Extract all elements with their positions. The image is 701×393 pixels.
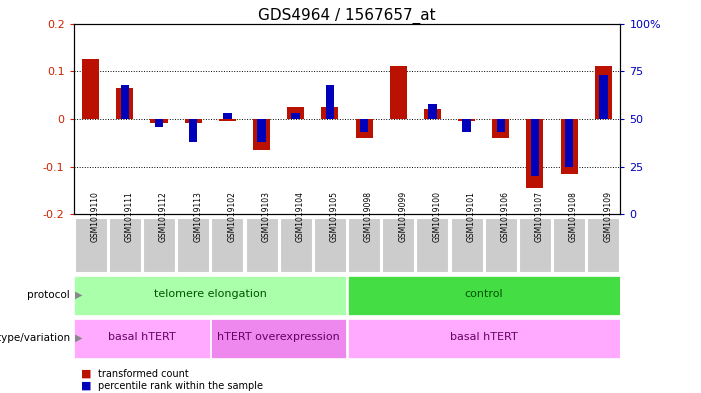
Bar bbox=[75, 218, 107, 272]
Bar bbox=[360, 119, 368, 132]
Bar bbox=[257, 119, 266, 142]
Bar bbox=[599, 75, 608, 119]
Text: basal hTERT: basal hTERT bbox=[450, 332, 517, 342]
Text: GSM1019104: GSM1019104 bbox=[296, 191, 305, 242]
Bar bbox=[177, 218, 209, 272]
Text: protocol: protocol bbox=[27, 290, 70, 300]
Text: GSM1019102: GSM1019102 bbox=[227, 191, 236, 242]
Bar bbox=[189, 119, 198, 142]
Text: GSM1019101: GSM1019101 bbox=[467, 191, 475, 242]
Text: percentile rank within the sample: percentile rank within the sample bbox=[98, 381, 263, 391]
Bar bbox=[565, 119, 573, 167]
Text: ■: ■ bbox=[81, 369, 91, 379]
Bar bbox=[245, 218, 278, 272]
Bar bbox=[292, 113, 300, 119]
Bar bbox=[82, 59, 100, 119]
Bar bbox=[223, 113, 231, 119]
Bar bbox=[519, 218, 551, 272]
Text: ▶: ▶ bbox=[75, 333, 83, 343]
Bar bbox=[211, 319, 346, 358]
Bar bbox=[155, 119, 163, 127]
Text: GSM1019100: GSM1019100 bbox=[433, 191, 442, 242]
Text: genotype/variation: genotype/variation bbox=[0, 333, 70, 343]
Bar bbox=[463, 119, 471, 132]
Text: GSM1019099: GSM1019099 bbox=[398, 191, 407, 242]
Bar bbox=[151, 119, 168, 123]
Bar bbox=[74, 276, 346, 315]
Text: GSM1019111: GSM1019111 bbox=[125, 191, 134, 242]
Text: GSM1019113: GSM1019113 bbox=[193, 191, 202, 242]
Bar bbox=[355, 119, 373, 138]
Bar bbox=[451, 218, 482, 272]
Bar bbox=[382, 218, 414, 272]
Text: GSM1019106: GSM1019106 bbox=[501, 191, 510, 242]
Bar bbox=[348, 218, 380, 272]
Bar bbox=[212, 218, 243, 272]
Bar bbox=[561, 119, 578, 174]
Text: GSM1019107: GSM1019107 bbox=[535, 191, 544, 242]
Bar bbox=[390, 66, 407, 119]
Text: GSM1019109: GSM1019109 bbox=[604, 191, 612, 242]
Bar bbox=[143, 218, 175, 272]
Text: GSM1019103: GSM1019103 bbox=[261, 191, 271, 242]
Text: GSM1019112: GSM1019112 bbox=[159, 191, 168, 242]
Text: GSM1019110: GSM1019110 bbox=[90, 191, 100, 242]
Bar bbox=[428, 104, 437, 119]
Bar bbox=[348, 276, 620, 315]
Bar bbox=[416, 218, 449, 272]
Text: ■: ■ bbox=[81, 381, 91, 391]
Bar bbox=[219, 119, 236, 121]
Bar bbox=[594, 66, 612, 119]
Text: GSM1019108: GSM1019108 bbox=[569, 191, 578, 242]
Bar bbox=[553, 218, 585, 272]
Text: GSM1019098: GSM1019098 bbox=[364, 191, 373, 242]
Text: basal hTERT: basal hTERT bbox=[108, 332, 176, 342]
Bar bbox=[184, 119, 202, 123]
Bar bbox=[496, 119, 505, 132]
Text: GSM1019105: GSM1019105 bbox=[330, 191, 339, 242]
Bar bbox=[314, 218, 346, 272]
Text: transformed count: transformed count bbox=[98, 369, 189, 379]
Bar bbox=[526, 119, 543, 188]
Bar bbox=[287, 107, 304, 119]
Text: ▶: ▶ bbox=[75, 290, 83, 300]
Bar bbox=[121, 84, 129, 119]
Bar bbox=[109, 218, 141, 272]
Text: hTERT overexpression: hTERT overexpression bbox=[217, 332, 340, 342]
Bar bbox=[74, 319, 210, 358]
Bar bbox=[116, 88, 133, 119]
Bar bbox=[485, 218, 517, 272]
Bar bbox=[458, 119, 475, 121]
Bar bbox=[587, 218, 619, 272]
Bar bbox=[424, 109, 441, 119]
Bar bbox=[253, 119, 270, 150]
Bar bbox=[280, 218, 312, 272]
Text: control: control bbox=[464, 289, 503, 299]
Bar bbox=[321, 107, 339, 119]
Title: GDS4964 / 1567657_at: GDS4964 / 1567657_at bbox=[258, 7, 436, 24]
Bar bbox=[492, 119, 510, 138]
Bar bbox=[348, 319, 620, 358]
Bar bbox=[326, 84, 334, 119]
Text: telomere elongation: telomere elongation bbox=[154, 289, 267, 299]
Bar bbox=[531, 119, 539, 176]
